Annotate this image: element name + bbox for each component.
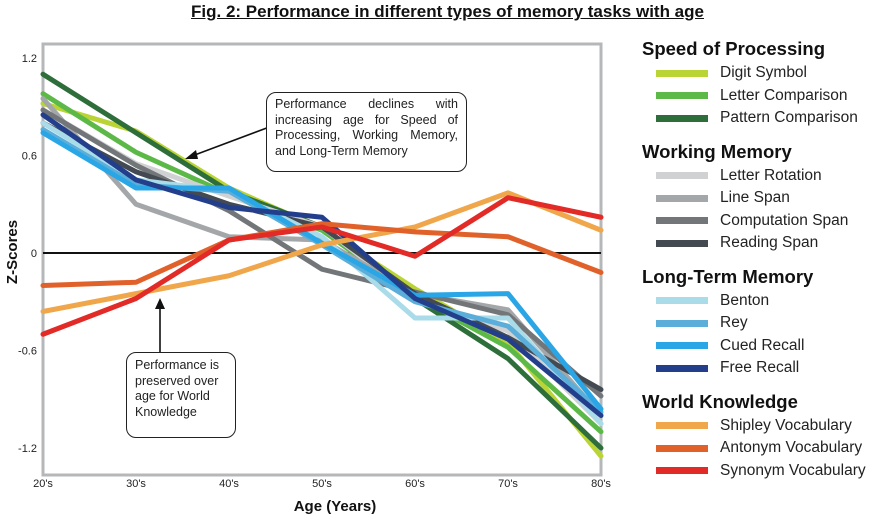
y-axis-label: Z-Scores [4,220,21,284]
legend-swatch [656,319,708,327]
series-line-computation-span [40,107,604,399]
legend-label: Shipley Vocabulary [720,416,852,434]
legend-item: Digit Symbol [642,62,892,85]
legend-item: Line Span [642,187,892,210]
legend-item: Antonym Vocabulary [642,437,892,460]
legend-swatch [656,172,708,180]
y-tick-label: 1.2 [22,53,37,65]
legend-item: Reading Span [642,232,892,255]
legend-group-title: Speed of Processing [642,38,825,59]
legend-item: Computation Span [642,210,892,233]
legend-label: Reading Span [720,234,819,252]
legend-item: Pattern Comparison [642,107,892,130]
legend-group-title: Working Memory [642,140,792,162]
legend-item: Synonym Vocabulary [642,460,892,483]
legend-swatch [656,364,708,372]
x-tick-label: 40's [219,478,239,490]
legend-swatch [656,467,708,475]
preserved-annotation: Performance is preserved over age for Wo… [126,352,236,438]
legend: Speed of Processing Digit Symbol Letter Co… [642,36,892,491]
figure-title: Fig. 2: Performance in different types o… [191,2,704,21]
legend-item: Benton [642,290,892,313]
y-tick-label: -0.6 [18,346,37,358]
x-tick-label: 30's [126,478,146,490]
legend-item: Free Recall [642,357,892,380]
legend-swatch [656,297,708,305]
legend-group: Working Memory Letter Rotation Line Span Co… [642,139,892,255]
legend-swatch [656,69,708,77]
decline-arrowhead [185,150,198,159]
x-tick-label: 60's [405,478,425,490]
legend-label: Cued Recall [720,336,805,354]
legend-item: Shipley Vocabulary [642,415,892,438]
legend-label: Computation Span [720,211,849,229]
y-tick-label: 0.6 [22,151,37,163]
x-tick-label: 50's [312,478,332,490]
legend-label: Line Span [720,189,790,207]
series-line-antonym-vocabulary [40,221,604,288]
legend-swatch [656,342,708,350]
series-line-shipley-vocabulary [40,190,604,314]
legend-item: Letter Rotation [642,165,892,188]
legend-group: Long-Term Memory Benton Rey Cued Recall Free… [642,264,892,380]
series-line-synonym-vocabulary [40,195,604,337]
decline-annotation: Performance declines with increasing age… [266,92,467,172]
y-tick-label: 0 [31,248,37,260]
line-chart: 20's 30's 40's 50's 60's 70's 80's 1.2 0.6 0 -0.6 -… [4,42,611,515]
legend-swatch [656,114,708,122]
x-tick-label: 70's [498,478,518,490]
legend-label: Free Recall [720,359,800,377]
legend-swatch [656,444,708,452]
legend-swatch [656,239,708,247]
series-line-free-recall [40,112,604,418]
decline-arrow [191,125,273,157]
legend-label: Pattern Comparison [720,109,858,127]
legend-group: Speed of Processing Digit Symbol Letter Co… [642,36,892,130]
legend-item: Rey [642,312,892,335]
legend-swatch [656,92,708,100]
legend-label: Letter Comparison [720,86,848,104]
legend-label: Letter Rotation [720,166,822,184]
legend-label: Benton [720,291,770,309]
legend-label: Synonym Vocabulary [720,461,866,479]
y-tick-label: -1.2 [18,443,37,455]
legend-item: Cued Recall [642,335,892,358]
legend-label: Rey [720,314,748,332]
legend-swatch [656,217,708,225]
legend-label: Digit Symbol [720,64,807,82]
legend-group-title: Long-Term Memory [642,265,814,287]
legend-label: Antonym Vocabulary [720,439,863,457]
legend-group-title: World Knowledge [642,390,798,412]
series-line-letter-comparison [40,91,604,435]
legend-item: Letter Comparison [642,85,892,108]
legend-group: World Knowledge Shipley Vocabulary Antonym… [642,389,892,483]
x-tick-label: 80's [591,478,611,490]
x-axis-label: Age (Years) [294,498,377,515]
legend-swatch [656,194,708,202]
x-tick-label: 20's [33,478,53,490]
preserved-arrowhead [155,298,165,309]
legend-swatch [656,422,708,430]
